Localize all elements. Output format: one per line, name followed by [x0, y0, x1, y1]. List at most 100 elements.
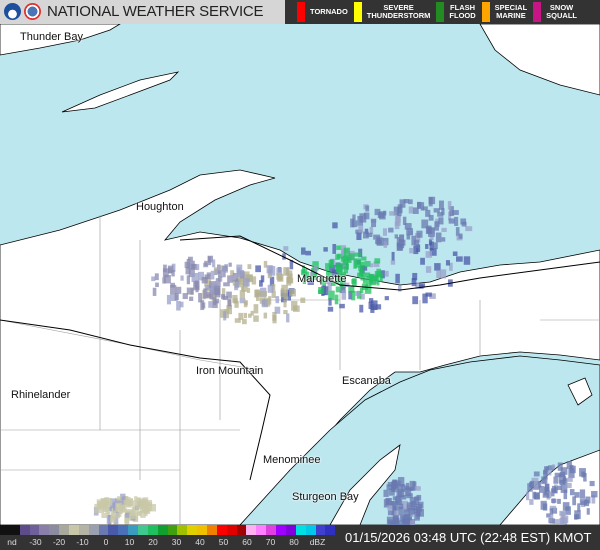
color-bar-segment: [177, 525, 188, 535]
radar-echo: [551, 498, 557, 503]
radar-echo: [396, 237, 401, 247]
radar-echo: [287, 270, 293, 280]
radar-echo: [411, 235, 416, 246]
radar-echo: [186, 258, 191, 269]
radar-echo: [357, 272, 364, 277]
radar-echo: [203, 288, 208, 299]
radar-echo: [170, 294, 176, 302]
radar-echo: [214, 285, 220, 295]
radar-echo: [568, 468, 575, 479]
radar-echo: [328, 272, 333, 278]
beaver-island: [567, 377, 593, 406]
city-label: Iron Mountain: [196, 365, 264, 377]
color-bar-segment: [157, 525, 168, 535]
warning-legend: TORNADO SEVERE THUNDERSTORM FLASH FLOOD SPE…: [285, 0, 600, 24]
nws-logo: [24, 3, 41, 20]
radar-echo: [301, 247, 306, 255]
radar-echo: [335, 286, 341, 293]
radar-echo: [337, 253, 344, 259]
scale-tick: dBZ: [309, 537, 326, 547]
radar-echo: [283, 310, 288, 315]
radar-echo: [241, 319, 247, 325]
radar-echo: [405, 488, 412, 497]
radar-echo: [122, 504, 127, 513]
radar-echo: [212, 259, 216, 268]
dbz-color-scale: nd -30 -20 -10 0 10 20 30 40 50 60 70 80 dBZ: [0, 525, 336, 550]
radar-echo: [348, 290, 353, 300]
color-bar-segment: [216, 525, 227, 535]
radar-echo: [241, 283, 245, 291]
radar-map[interactable]: [0, 24, 600, 525]
radar-echo: [406, 517, 411, 524]
radar-echo: [334, 294, 339, 305]
radar-echo: [351, 220, 358, 228]
radar-echo: [362, 279, 367, 284]
radar-echo: [392, 501, 399, 511]
radar-echo: [543, 469, 548, 475]
radar-echo: [436, 270, 442, 279]
radar-echo: [438, 200, 444, 210]
radar-echo: [332, 243, 337, 254]
radar-echo: [313, 265, 318, 274]
radar-echo: [425, 292, 432, 297]
color-bar-segment: [256, 525, 267, 535]
radar-echo: [529, 499, 534, 505]
radar-echo: [449, 262, 453, 271]
radar-echo: [281, 284, 288, 293]
radar-echo: [115, 512, 120, 519]
radar-echo: [432, 242, 438, 250]
radar-echo: [204, 274, 211, 280]
radar-echo: [232, 272, 239, 282]
radar-echo: [428, 214, 434, 221]
radar-echo: [259, 280, 263, 287]
radar-echo: [213, 297, 217, 306]
radar-echo: [413, 245, 419, 255]
radar-echo: [210, 270, 215, 280]
radar-echo: [168, 267, 172, 274]
scale-tick: 80: [289, 537, 299, 547]
radar-echo: [110, 516, 116, 523]
scale-tick: nd: [7, 537, 17, 547]
radar-echo: [454, 216, 459, 226]
radar-echo: [399, 514, 406, 522]
radar-echo: [441, 208, 445, 216]
radar-echo: [456, 256, 463, 262]
city-label: Escanaba: [342, 375, 391, 387]
radar-echo: [222, 295, 228, 301]
radar-echo: [188, 268, 195, 278]
radar-echo: [293, 305, 300, 312]
radar-echo: [98, 503, 104, 514]
radar-echo: [209, 289, 214, 300]
radar-echo: [411, 278, 417, 287]
radar-echo: [302, 276, 307, 284]
radar-echo: [417, 201, 422, 209]
radar-echo: [358, 225, 364, 233]
radar-echo: [433, 208, 440, 213]
radar-echo: [429, 235, 434, 241]
radar-echo: [388, 488, 395, 496]
radar-echo: [455, 227, 460, 237]
radar-echo: [460, 218, 467, 225]
radar-echo: [531, 477, 539, 487]
radar-echo: [415, 503, 423, 512]
radar-echo: [286, 313, 290, 323]
color-bar-segment: [266, 525, 277, 535]
radar-echo: [366, 275, 373, 285]
radar-echo: [182, 293, 188, 300]
radar-echo: [221, 267, 227, 272]
radar-echo: [359, 293, 365, 300]
radar-echo: [106, 515, 112, 524]
radar-echo: [277, 274, 284, 282]
radar-echo: [413, 506, 417, 511]
radar-echo: [253, 315, 259, 322]
radar-echo: [397, 477, 405, 487]
radar-echo: [589, 480, 595, 487]
radar-echo: [422, 206, 428, 211]
highway: [179, 235, 600, 291]
radar-echo: [223, 282, 230, 287]
radar-echo: [386, 516, 394, 524]
color-bar: [0, 525, 336, 535]
radar-echo: [354, 252, 362, 257]
radar-echo: [371, 219, 377, 228]
radar-echo: [549, 505, 557, 511]
